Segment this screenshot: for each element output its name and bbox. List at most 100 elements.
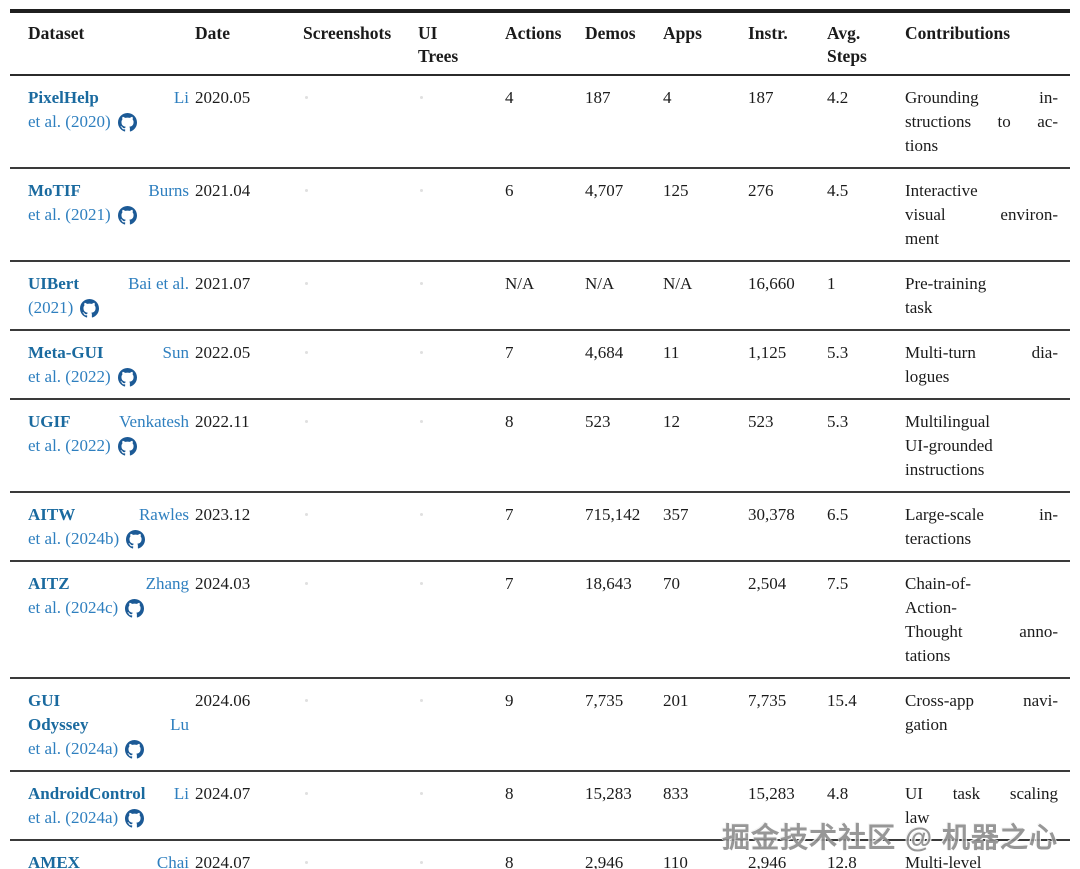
screenshots-cell xyxy=(303,851,418,869)
dataset-line: AMEX Chai xyxy=(28,851,189,869)
ui-trees-cell xyxy=(418,272,505,320)
faded-mark-artifact xyxy=(420,699,423,702)
citation-link[interactable]: Li xyxy=(173,784,189,803)
citation-link[interactable]: et al. (2024a) xyxy=(28,808,119,827)
citation-link[interactable]: Sun xyxy=(162,343,189,362)
faded-mark-artifact xyxy=(305,282,308,285)
dataset-link[interactable]: AITZ xyxy=(28,574,70,593)
citation-link[interactable]: et al. (2022) xyxy=(28,367,111,386)
github-icon[interactable] xyxy=(126,529,146,549)
dataset-link[interactable]: Odyssey xyxy=(28,715,89,734)
actions-cell: 6 xyxy=(505,181,514,200)
github-icon[interactable] xyxy=(80,298,100,318)
demos-cell: 15,283 xyxy=(585,784,632,803)
dataset-line: UGIF Venkatesh xyxy=(28,410,189,434)
faded-mark-artifact xyxy=(420,96,423,99)
citation-link[interactable]: (2021) xyxy=(28,298,74,317)
apps-cell: 11 xyxy=(663,343,680,362)
citation-link[interactable]: et al. (2020) xyxy=(28,112,111,131)
column-header-apps: Apps xyxy=(663,23,702,43)
github-icon[interactable] xyxy=(117,436,137,456)
faded-mark-artifact xyxy=(420,282,423,285)
github-icon[interactable] xyxy=(125,739,145,759)
citation-link[interactable]: et al. (2024b) xyxy=(28,529,120,548)
faded-mark-artifact xyxy=(305,699,308,702)
avg-steps-cell: 4.5 xyxy=(827,181,849,200)
citation-link[interactable]: Chai xyxy=(156,853,189,869)
dataset-link[interactable]: Meta-GUI xyxy=(28,343,104,362)
demos-cell: N/A xyxy=(585,274,615,293)
dataset-line: UIBert Bai et al. xyxy=(28,272,189,296)
github-icon[interactable] xyxy=(117,205,137,225)
date-cell: 2024.07 xyxy=(195,853,251,869)
dataset-cell: GUI Odyssey Lu et al. (2024a) xyxy=(28,689,195,761)
contributions-cell: Cross-app navi- gation xyxy=(905,691,1058,734)
date-cell: 2022.11 xyxy=(195,412,250,431)
github-icon[interactable] xyxy=(117,112,137,132)
contributions-cell: Grounding in- structions to ac- tions xyxy=(905,88,1058,155)
citation-link[interactable]: Li xyxy=(173,88,189,107)
table-row: UGIF Venkatesh et al. (2022) 2022.11 8 523 12 5… xyxy=(10,400,1070,493)
github-icon[interactable] xyxy=(125,808,145,828)
dataset-link[interactable]: AMEX xyxy=(28,853,80,869)
table-row: MoTIF Burns et al. (2021) 2021.04 6 4,707 125 2… xyxy=(10,169,1070,262)
faded-mark-artifact xyxy=(420,513,423,516)
dataset-link[interactable]: GUI xyxy=(28,691,61,710)
github-icon[interactable] xyxy=(117,367,137,387)
demos-cell: 715,142 xyxy=(585,505,641,524)
contributions-cell: Chain-of- Action- Thought anno- tations xyxy=(905,574,1058,665)
avg-steps-cell: 12.8 xyxy=(827,853,857,869)
instr-cell: 1,125 xyxy=(748,343,787,362)
dataset-link[interactable]: AITW xyxy=(28,505,76,524)
contributions-cell: Large-scale in- teractions xyxy=(905,505,1058,548)
actions-cell: 7 xyxy=(505,574,514,593)
faded-mark-artifact xyxy=(420,861,423,864)
dataset-link[interactable]: MoTIF xyxy=(28,181,81,200)
github-icon[interactable] xyxy=(125,598,145,618)
dataset-cell: UGIF Venkatesh et al. (2022) xyxy=(28,410,195,482)
contributions-cell: Multi-turn dia- logues xyxy=(905,343,1058,386)
column-header-screenshots: Screenshots xyxy=(303,23,392,43)
dataset-line: et al. (2024a) xyxy=(28,806,189,830)
citation-link[interactable]: Rawles xyxy=(138,505,189,524)
actions-cell: 8 xyxy=(505,853,514,869)
citation-link[interactable]: et al. (2024a) xyxy=(28,739,119,758)
dataset-line: PixelHelp Li xyxy=(28,86,189,110)
dataset-link[interactable]: AndroidControl xyxy=(28,784,146,803)
apps-cell: N/A xyxy=(663,274,693,293)
actions-cell: 7 xyxy=(505,505,514,524)
dataset-link[interactable]: UIBert xyxy=(28,274,79,293)
screenshots-cell xyxy=(303,503,418,551)
citation-link[interactable]: et al. (2024c) xyxy=(28,598,119,617)
dataset-line: et al. (2024c) xyxy=(28,596,189,620)
citation-link[interactable]: Venkatesh xyxy=(119,412,189,431)
faded-mark-artifact xyxy=(420,420,423,423)
dataset-link[interactable]: UGIF xyxy=(28,412,71,431)
ui-trees-cell xyxy=(418,572,505,668)
actions-cell: 4 xyxy=(505,88,514,107)
dataset-link[interactable]: PixelHelp xyxy=(28,88,99,107)
demos-cell: 2,946 xyxy=(585,853,624,869)
citation-link[interactable]: Bai et al. xyxy=(128,274,189,293)
citation-link[interactable]: Zhang xyxy=(145,574,189,593)
citation-link[interactable]: et al. (2021) xyxy=(28,205,111,224)
contributions-cell: Multi-level detailed annota- tions xyxy=(905,853,982,869)
dataset-cell: PixelHelp Li et al. (2020) xyxy=(28,86,195,158)
column-header-dataset: Dataset xyxy=(28,23,85,43)
contributions-cell: Multilingual UI-grounded instructions xyxy=(905,412,993,479)
dataset-line: Meta-GUI Sun xyxy=(28,341,189,365)
date-cell: 2023.12 xyxy=(195,505,251,524)
citation-link[interactable]: Lu xyxy=(170,715,189,734)
actions-cell: 8 xyxy=(505,784,514,803)
screenshots-cell xyxy=(303,782,418,830)
screenshots-cell xyxy=(303,86,418,158)
screenshots-cell xyxy=(303,341,418,389)
table-row: Meta-GUI Sun et al. (2022) 2022.05 7 4,684 11 1… xyxy=(10,331,1070,400)
citation-link[interactable]: Burns xyxy=(148,181,189,200)
faded-mark-artifact xyxy=(305,513,308,516)
dataset-line: AITZ Zhang xyxy=(28,572,189,596)
citation-link[interactable]: et al. (2022) xyxy=(28,436,111,455)
ui-trees-cell xyxy=(418,689,505,761)
ui-trees-cell xyxy=(418,503,505,551)
avg-steps-cell: 1 xyxy=(827,274,836,293)
